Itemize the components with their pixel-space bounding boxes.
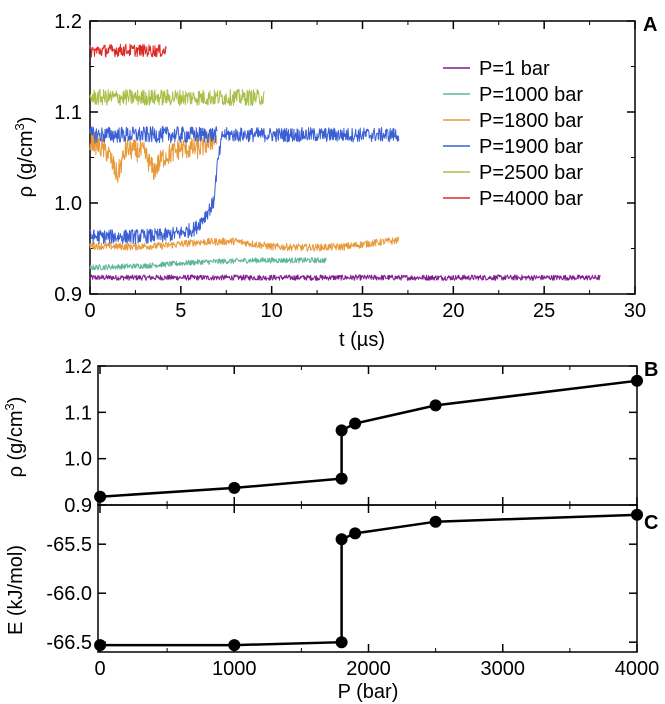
panel-c-frame [97,504,638,653]
legend-label: P=1900 bar [479,136,583,158]
panel-c-ticks: 0 1000 2000 3000 4000 -66.5 -66.0 -65.5 [46,505,659,680]
panel-b-data-point [349,417,362,430]
panel-b-frame [97,365,638,506]
panel-c-data-point [335,533,348,546]
panel-c-y-axis-label: E (kJ/mol) [5,545,27,635]
series-p-1800-bar [89,236,400,252]
series-p-1900-bar [89,127,400,245]
panel-b-data-point [335,472,348,485]
series-p-1-bar [89,274,601,281]
panel-a-y-tick-label: 1.1 [54,102,82,124]
panel-a-x-tick-label: 25 [533,300,555,322]
panel-a-x-tick-label: 10 [261,300,283,322]
panel-b-y-tick-label: 1.0 [64,449,92,471]
panel-c-data-point [335,636,348,649]
panel-c-y-tick-label: -66.0 [46,583,92,605]
panel-c-data-point [228,639,241,652]
panel-a-y-axis-label: ρ (g/cm3) [12,117,37,198]
panel-b-data-point [228,481,241,494]
panel-a-x-tick-label: 0 [84,300,95,322]
panel-a-x-tick-label: 20 [442,300,464,322]
panel-a-y-axis-label-sup: 3 [12,123,27,130]
panel-a-x-tick-label: 5 [175,300,186,322]
panel-a-legend: P=1 bar P=1000 bar P=1800 bar P=1900 bar P=2… [443,58,583,210]
panel-b-data-point [429,399,442,412]
series-p-1800-bar-upper- [89,130,218,183]
panel-b-y-axis-label-main: ρ (g/cm [5,410,27,477]
legend-label: P=1800 bar [479,110,583,132]
panel-c-x-tick-label: 0 [94,658,105,680]
panel-a-ticks: 0 5 10 15 20 25 30 0.9 1.0 1.1 1.2 [54,11,646,322]
panel-c-data-point [349,527,362,540]
panel-c-y-tick-label: -66.5 [46,632,92,654]
panel-c-data-point [631,508,643,521]
legend-label: P=1 bar [479,58,550,80]
panel-c-x-tick-label: 1000 [212,658,257,680]
legend-label: P=2500 bar [479,162,583,184]
panel-a-y-tick-label: 0.9 [54,284,82,306]
panel-a: A t (µs) ρ (g/cm3) 0 5 10 15 20 25 30 0.9 1.0 1.1… [12,11,657,351]
legend-label: P=4000 bar [479,188,583,210]
panel-b-y-axis-label-end: ) [5,397,27,404]
panel-b-data-point [94,490,107,503]
panel-b-series [94,374,643,503]
series-p-4000-bar [89,43,167,58]
panel-a-x-tick-label: 15 [351,300,373,322]
panel-b-y-tick-label: 1.1 [64,402,92,424]
panel-a-y-tick-label: 1.2 [54,11,82,33]
panel-c-data-point [94,639,107,652]
legend-label: P=1000 bar [479,84,583,106]
panel-c-data-point [429,515,442,528]
panel-b-data-point [335,424,348,437]
panel-c-x-axis-label: P (bar) [338,681,399,703]
panel-b-data-point [631,374,643,387]
panel-a-letter: A [643,14,657,36]
panel-c-letter: C [644,512,658,534]
panel-a-x-tick-label: 30 [624,300,646,322]
panel-b-y-tick-label: 0.9 [64,495,92,517]
panel-b: B ρ (g/cm3) 0.9 1.0 1.1 1.2 [2,356,658,517]
panel-c: C E (kJ/mol) P (bar) 0 1000 2000 3000 4000 -6… [5,504,659,703]
panel-c-x-tick-label: 3000 [481,658,526,680]
panel-b-y-axis-label: ρ (g/cm3) [2,397,27,478]
panel-a-y-axis-label-end: ) [15,117,37,124]
series-p-1900-bar-upper- [89,126,218,144]
panel-a-y-tick-label: 1.0 [54,193,82,215]
panel-a-y-axis-label-main: ρ (g/cm [15,130,37,197]
panel-b-ticks: 0.9 1.0 1.1 1.2 [64,356,638,517]
panel-c-series-line [100,513,638,647]
series-p-2500-bar [89,88,265,107]
series-p-1000-bar [89,257,327,271]
panel-a-x-axis-label: t (µs) [339,329,385,351]
panel-a-series [89,43,601,281]
panel-c-x-tick-label: 2000 [346,658,391,680]
panel-c-x-tick-label: 4000 [615,658,660,680]
panel-b-y-tick-label: 1.2 [64,356,92,378]
panel-b-series-line [100,379,638,498]
panel-c-y-tick-label: -65.5 [46,534,92,556]
panel-c-series [94,508,643,652]
panel-b-letter: B [644,359,658,381]
panel-b-y-axis-label-sup: 3 [2,403,17,410]
